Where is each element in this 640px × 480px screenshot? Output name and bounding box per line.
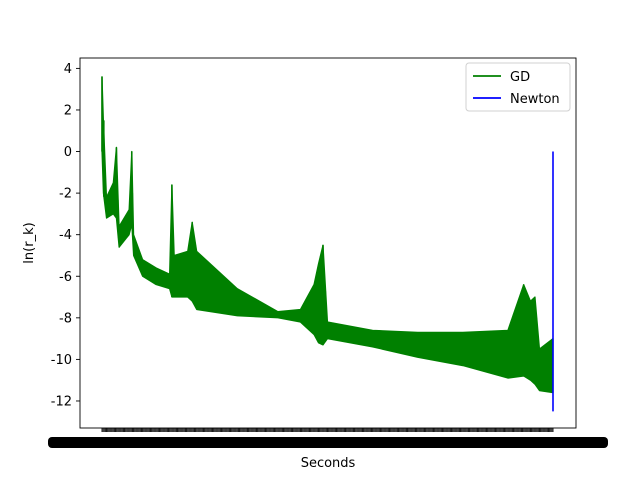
y-tick-label: 4 xyxy=(64,62,72,77)
y-tick-label: -10 xyxy=(51,353,72,368)
y-tick-label: -8 xyxy=(59,311,72,326)
legend-box xyxy=(465,62,571,112)
y-tick-label: -12 xyxy=(51,394,72,409)
gd-series-oscillation xyxy=(101,76,554,393)
axes-frame xyxy=(79,57,577,429)
x-ticks xyxy=(101,428,554,432)
y-axis-label: ln(r_k) xyxy=(22,222,37,263)
legend: GD Newton xyxy=(465,62,571,112)
plot-inner xyxy=(101,76,554,412)
y-tick-label: -4 xyxy=(59,228,72,243)
x-axis-label: Seconds xyxy=(301,456,356,471)
legend-label-gd: GD xyxy=(510,70,530,85)
y-tick-label: -6 xyxy=(59,270,72,285)
y-tick-label: -2 xyxy=(59,187,72,202)
legend-label-newton: Newton xyxy=(510,92,560,107)
plot-area xyxy=(101,76,554,412)
x-tick-labels-overlapping xyxy=(48,437,608,448)
y-tick-label: 0 xyxy=(64,145,72,160)
axes: 4 2 0 -2 -4 -6 -8 -10 -12 xyxy=(48,57,608,448)
y-tick-label: 2 xyxy=(64,103,72,118)
gd-series-band xyxy=(101,76,554,394)
